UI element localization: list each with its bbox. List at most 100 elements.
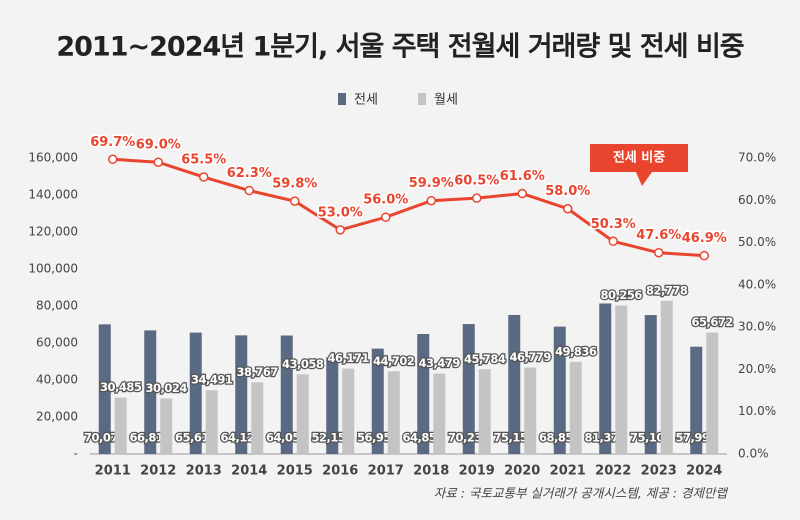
bar (235, 335, 248, 454)
point (608, 236, 618, 247)
y2-tick-label: 0.0% (738, 447, 769, 461)
chart-title: 2011~2024년 1분기, 서울 주택 전월세 거래량 및 전세 비중 (56, 32, 743, 63)
line-value-label: 60.5% (454, 174, 499, 189)
y2-tick-label: 30.0% (738, 320, 776, 334)
bar (644, 315, 657, 454)
bar (251, 382, 264, 454)
bar (114, 397, 127, 454)
y-tick-label: 80,000 (36, 299, 78, 313)
value-label: 30,024 (146, 381, 188, 395)
x-tick-label: 2018 (413, 464, 449, 479)
y-tick-label: 100,000 (28, 262, 78, 276)
value-label: 30,485 (100, 380, 142, 394)
x-tick-label: 2015 (277, 464, 313, 479)
y2-tick-label: 20.0% (738, 362, 776, 376)
bar (326, 357, 339, 454)
point (244, 185, 254, 196)
x-tick-label: 2014 (231, 464, 267, 479)
line-value-label: 50.3% (591, 217, 636, 232)
bar (599, 303, 612, 454)
point (517, 188, 527, 199)
point (153, 157, 163, 167)
value-label: 38,767 (237, 365, 279, 379)
legend-label: 전세 (354, 93, 378, 108)
y2-tick-label: 40.0% (738, 277, 776, 291)
y-tick-label: 160,000 (28, 151, 78, 165)
legend-swatch (418, 93, 426, 105)
point (563, 203, 573, 214)
value-label: 65,672 (692, 315, 733, 329)
point (381, 212, 391, 222)
bar (706, 332, 719, 454)
value-label: 34,491 (191, 373, 233, 387)
line-value-label: 56.0% (363, 193, 408, 208)
x-tick-label: 2024 (686, 464, 722, 479)
callout-label: 전세 비중 (613, 150, 665, 166)
line-value-label: 62.3% (227, 166, 272, 181)
point (472, 193, 482, 203)
line-value-label: 58.0% (545, 184, 590, 199)
bar (508, 314, 521, 454)
legend-swatch (338, 93, 346, 105)
bar (144, 330, 157, 454)
source: 자료 : 국토교통부 실거래가 공개시스템, 제공 : 경제만랩 (434, 486, 729, 501)
bar (371, 348, 384, 454)
bar (417, 334, 430, 454)
value-label: 49,836 (555, 344, 597, 358)
y2-tick-label: 10.0% (738, 404, 776, 418)
y-tick-label: 20,000 (36, 410, 78, 424)
value-label: 46,171 (328, 351, 370, 365)
line-value-label: 47.6% (636, 228, 681, 243)
line-value-label: 46.9% (682, 231, 727, 246)
line-value-label: 59.8% (272, 177, 317, 192)
value-label: 80,256 (601, 288, 643, 302)
bar (615, 305, 628, 454)
bar (160, 398, 173, 454)
callout (590, 144, 688, 186)
x-tick-label: 2020 (504, 464, 540, 479)
x-tick-label: 2013 (186, 464, 222, 479)
line (112, 157, 705, 258)
line-value-label: 69.7% (90, 135, 135, 150)
bar (280, 335, 293, 454)
bar (189, 332, 202, 454)
point (199, 172, 209, 182)
line-value-label: 69.0% (136, 138, 181, 153)
value-label: 45,784 (464, 352, 506, 366)
x-tick-label: 2023 (641, 464, 677, 479)
point (108, 154, 118, 165)
value-label: 46,779 (510, 350, 552, 364)
x-tick-label: 2021 (550, 464, 586, 479)
point (699, 250, 709, 261)
bar (296, 374, 309, 454)
value-label: 43,058 (282, 357, 324, 371)
bar (553, 326, 566, 454)
x-tick-label: 2012 (140, 464, 176, 479)
legend-label: 월세 (434, 93, 458, 108)
bar (660, 300, 673, 454)
line-value-label: 59.9% (409, 176, 454, 191)
x-tick-label: 2019 (459, 464, 495, 479)
bar (98, 324, 111, 454)
y-tick-label: 140,000 (28, 188, 78, 202)
x-tick-label: 2011 (95, 464, 131, 479)
y-tick-label: 40,000 (36, 373, 78, 387)
bar (478, 369, 491, 454)
y-tick-label: 60,000 (36, 336, 78, 350)
bar (205, 390, 218, 454)
x-tick-label: 2016 (322, 464, 358, 479)
bar (387, 371, 400, 454)
line-value-label: 61.6% (500, 169, 545, 184)
point (654, 247, 664, 258)
point (335, 225, 345, 235)
x-tick-label: 2017 (368, 464, 404, 479)
value-label: 44,702 (373, 354, 414, 368)
line-value-label: 65.5% (181, 153, 226, 168)
value-label: 43,479 (419, 356, 461, 370)
y-tick-label: 120,000 (28, 225, 78, 239)
value-label: 82,778 (646, 283, 688, 297)
bar (690, 346, 703, 454)
x-tick-label: 2022 (595, 464, 631, 479)
bar (342, 368, 355, 454)
